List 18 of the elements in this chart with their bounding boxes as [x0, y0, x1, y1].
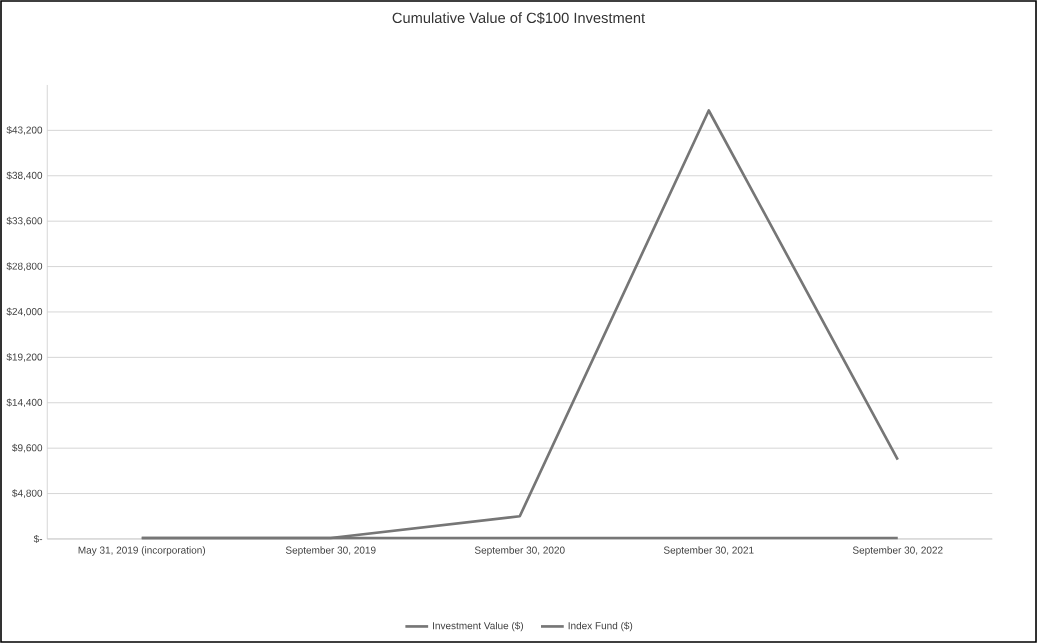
legend-label: Investment Value ($) — [433, 621, 524, 632]
legend-label: Index Fund ($) — [568, 621, 633, 632]
x-tick-label: September 30, 2020 — [474, 546, 565, 556]
y-tick-label: $- — [33, 534, 43, 543]
y-tick-label: $14,400 — [6, 398, 43, 408]
y-tick-label: $28,800 — [6, 262, 43, 271]
y-tick-label: $19,200 — [6, 353, 43, 362]
y-tick-label: $4,800 — [12, 489, 43, 498]
x-tick-label: May 31, 2019 (incorporation) — [78, 546, 206, 556]
y-tick-label: $9,600 — [12, 443, 43, 453]
y-tick-label: $24,000 — [6, 307, 43, 317]
x-tick-label: September 30, 2022 — [852, 546, 943, 556]
chart-title: Cumulative Value of C$100 Investment — [392, 12, 645, 24]
y-tick-label: $38,400 — [6, 171, 43, 181]
x-tick-label: September 30, 2019 — [285, 546, 376, 556]
y-tick-label: $33,600 — [6, 216, 43, 226]
y-tick-label: $43,200 — [6, 126, 43, 135]
x-tick-label: September 30, 2021 — [663, 546, 754, 556]
